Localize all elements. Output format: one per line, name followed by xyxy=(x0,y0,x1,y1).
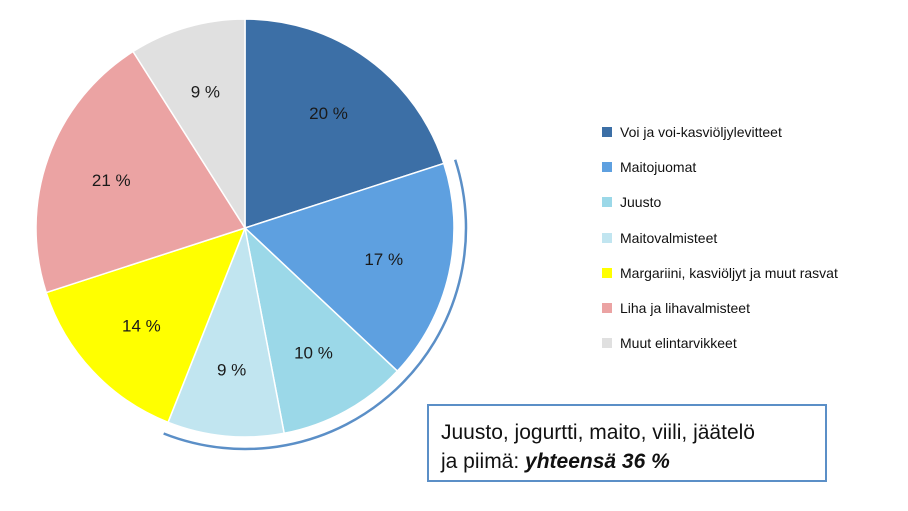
dairy-bracket-arc xyxy=(163,159,468,451)
legend-swatch xyxy=(602,197,612,208)
pie-slices xyxy=(35,18,455,438)
pie-slice-maitojuomat xyxy=(243,162,455,373)
legend-label: Muut elintarvikkeet xyxy=(620,335,737,352)
pie-slice-juusto xyxy=(243,225,399,435)
slice-label-voi-ja-voi-kasvioljylevitteet: 20 % xyxy=(309,104,348,123)
legend-label: Maitojuomat xyxy=(620,158,697,175)
callout-line-1: Juusto, jogurtti, maito, viili, jäätelö xyxy=(441,421,755,444)
pie-slice-muut-elintarvikkeet xyxy=(131,18,246,231)
legend-item-maitojuomat: Maitojuomat xyxy=(602,149,838,184)
legend-label: Maitovalmisteet xyxy=(620,229,718,246)
dairy-callout-box: Juusto, jogurtti, maito, viili, jäätelö … xyxy=(427,404,827,482)
callout-total: yhteensä 36 % xyxy=(525,450,670,473)
legend-label: Margariini, kasviöljyt ja muut rasvat xyxy=(620,264,838,281)
legend: Voi ja voi-kasviöljylevitteet Maitojuomat… xyxy=(602,114,838,361)
legend-swatch xyxy=(602,126,612,137)
slice-labels: 20 % 17 % 10 % 9 % 14 % 21 % 9 % xyxy=(92,83,403,380)
legend-item-juusto: Juusto xyxy=(602,185,838,220)
callout-line-2: ja piimä: yhteensä 36 % xyxy=(441,447,813,476)
slice-label-maitojuomat: 17 % xyxy=(364,250,403,269)
slice-label-margariini-kasvioljyt-ja-muut-rasvat: 14 % xyxy=(122,316,161,335)
slice-label-juusto: 10 % xyxy=(294,344,333,363)
legend-swatch xyxy=(602,267,612,278)
legend-item-margariini-kasvioljyt-ja-muut-rasvat: Margariini, kasviöljyt ja muut rasvat xyxy=(602,255,838,290)
legend-label: Liha ja lihavalmisteet xyxy=(620,300,750,317)
legend-item-muut-elintarvikkeet: Muut elintarvikkeet xyxy=(602,326,838,361)
legend-swatch xyxy=(602,303,612,314)
pie-slice-voi-ja-voi-kasvioljylevitteet xyxy=(244,18,445,230)
legend-item-maitovalmisteet: Maitovalmisteet xyxy=(602,220,838,255)
legend-item-voi-ja-voi-kasvioljylevitteet: Voi ja voi-kasviöljylevitteet xyxy=(602,114,838,149)
callout-line-2-prefix: ja piimä: xyxy=(441,450,526,473)
legend-swatch xyxy=(602,338,612,349)
slice-label-maitovalmisteet: 9 % xyxy=(217,360,246,379)
pie-slice-maitovalmisteet xyxy=(167,225,286,438)
legend-item-liha-ja-lihavalmisteet: Liha ja lihavalmisteet xyxy=(602,290,838,325)
legend-swatch xyxy=(602,161,612,172)
legend-label: Voi ja voi-kasviöljylevitteet xyxy=(620,123,782,140)
legend-swatch xyxy=(602,232,612,243)
slice-label-muut-elintarvikkeet: 9 % xyxy=(191,83,220,102)
pie-slice-liha-ja-lihavalmisteet xyxy=(35,50,247,294)
legend-label: Juusto xyxy=(620,194,662,211)
slice-label-liha-ja-lihavalmisteet: 21 % xyxy=(92,171,131,190)
